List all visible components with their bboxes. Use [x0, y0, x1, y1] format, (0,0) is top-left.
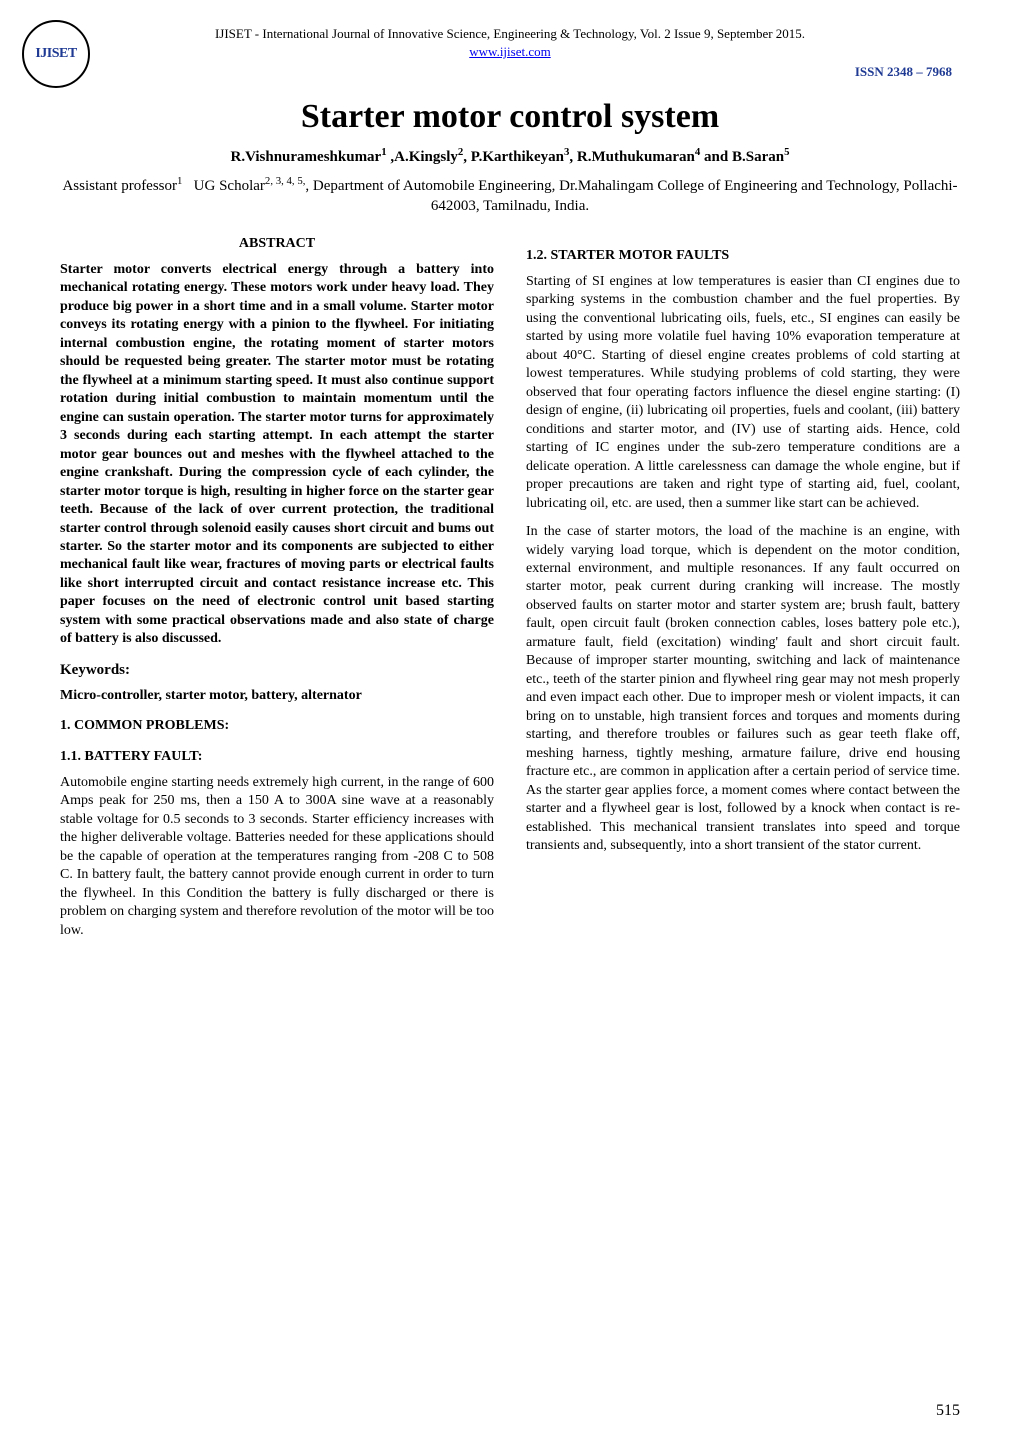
section-1-2-para-1: Starting of SI engines at low temperatur…	[526, 273, 960, 513]
keywords-heading: Keywords:	[60, 661, 494, 681]
affiliation-line: Assistant professor1 UG Scholar2, 3, 4, …	[60, 174, 960, 217]
abstract-body: Starter motor converts electrical energy…	[60, 261, 494, 649]
page-root: IJISET IJISET - International Journal of…	[0, 0, 1020, 990]
section-1-1-body: Automobile engine starting needs extreme…	[60, 774, 494, 940]
left-column: ABSTRACT Starter motor converts electric…	[60, 235, 494, 951]
section-1-2-heading: 1.2. STARTER MOTOR FAULTS	[526, 247, 960, 265]
right-column: 1.2. STARTER MOTOR FAULTS Starting of SI…	[526, 235, 960, 951]
journal-logo: IJISET	[22, 20, 90, 88]
keywords-body: Micro-controller, starter motor, battery…	[60, 687, 494, 705]
authors-line: R.Vishnurameshkumar1 ,A.Kingsly2, P.Kart…	[60, 146, 960, 166]
page-header: IJISET IJISET - International Journal of…	[60, 20, 960, 90]
journal-name: IJISET - International Journal of Innova…	[60, 20, 960, 42]
section-1-1-heading: 1.1. BATTERY FAULT:	[60, 748, 494, 766]
page-number: 515	[936, 1402, 960, 1420]
section-1-2-para-2: In the case of starter motors, the load …	[526, 523, 960, 855]
journal-website-link[interactable]: www.ijiset.com	[60, 44, 960, 60]
paper-title: Starter motor control system	[60, 98, 960, 136]
issn-text: ISSN 2348 – 7968	[60, 64, 960, 80]
two-column-layout: ABSTRACT Starter motor converts electric…	[60, 235, 960, 951]
section-1-heading: 1. COMMON PROBLEMS:	[60, 717, 494, 735]
abstract-heading: ABSTRACT	[60, 235, 494, 253]
